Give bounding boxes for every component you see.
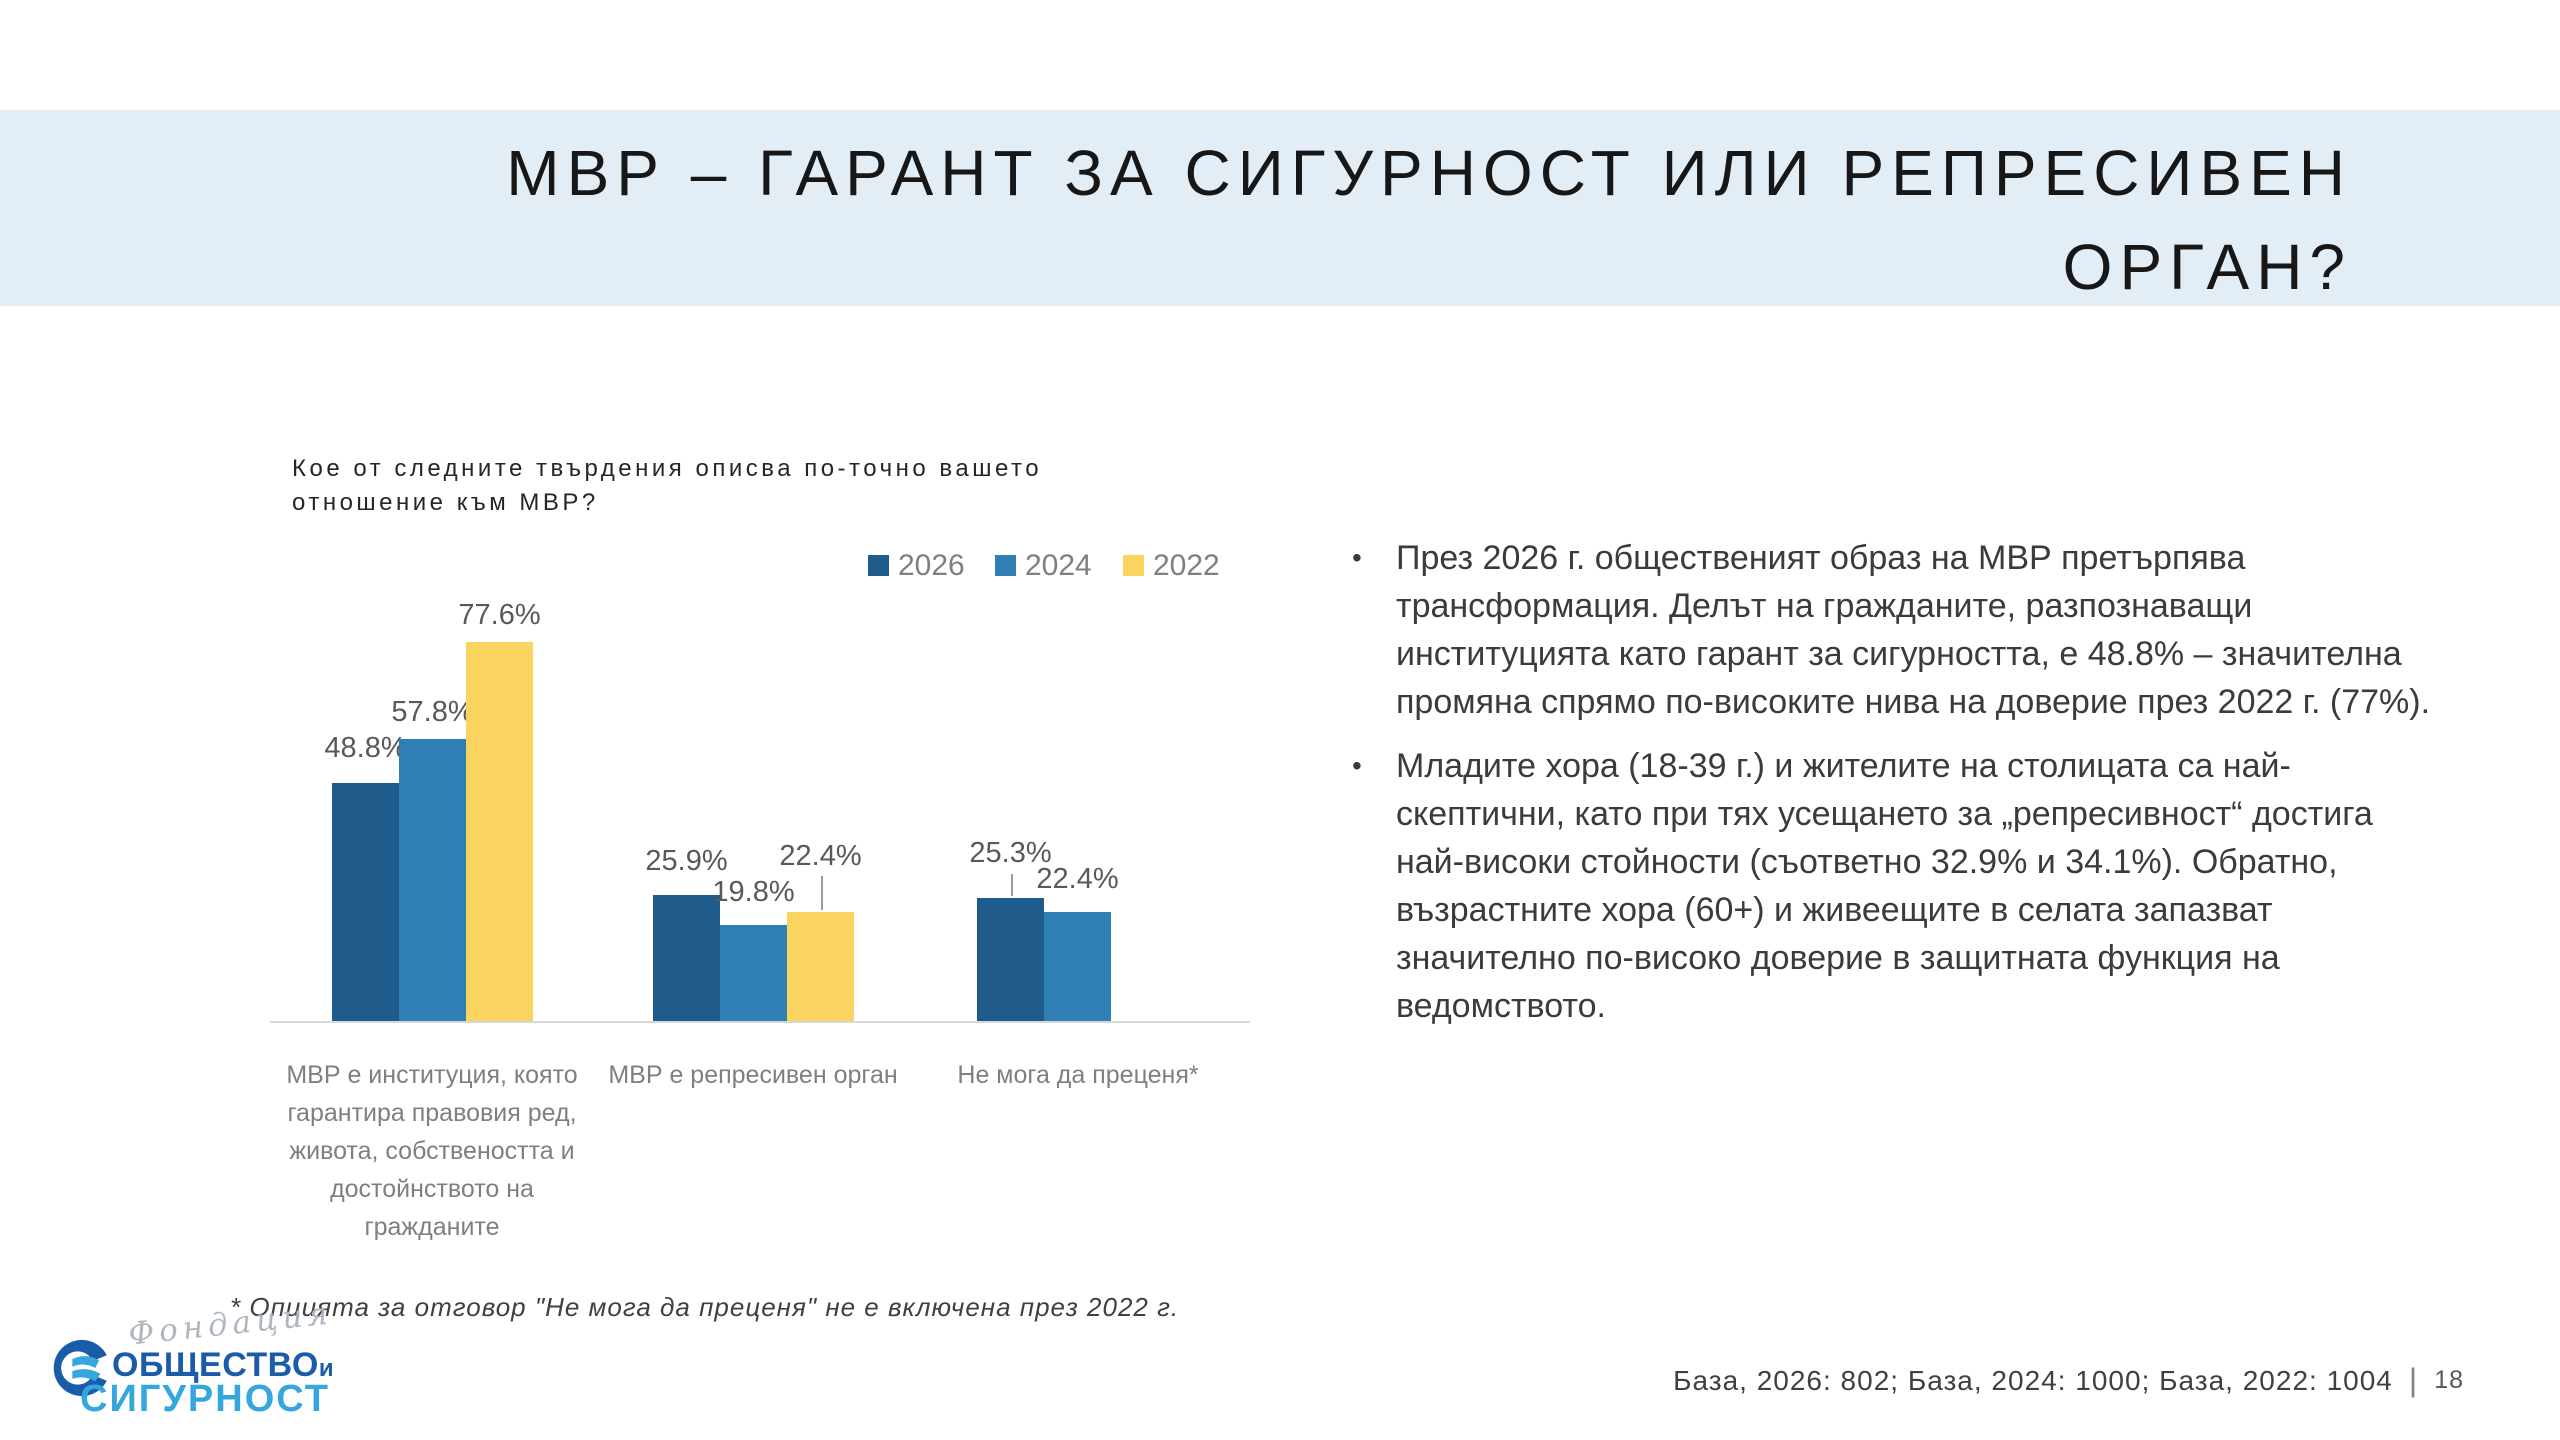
bullet-icon: • bbox=[1352, 542, 1362, 573]
legend-item-2026: 2026 bbox=[868, 551, 965, 581]
logo-line1: ОБЩЕСТВОи bbox=[112, 1346, 334, 1385]
legend-label: 2022 bbox=[1153, 549, 1220, 582]
bullet-item-1: • През 2026 г. общественият образ на МВР… bbox=[1352, 534, 2442, 726]
legend-label: 2024 bbox=[1025, 549, 1092, 582]
bar-value-label: 77.6% bbox=[458, 599, 541, 631]
bar-value-label: 48.8% bbox=[324, 732, 407, 764]
legend-swatch-icon bbox=[868, 555, 889, 576]
legend-item-2024: 2024 bbox=[995, 551, 1092, 581]
category-label-1: МВР е институция, която гарантира правов… bbox=[286, 1061, 578, 1241]
logo-line1-text: ОБЩЕСТВО bbox=[112, 1346, 319, 1384]
bar-value-label: 25.3% bbox=[969, 837, 1052, 869]
category-label-2: МВР е репресивен орган bbox=[608, 1061, 898, 1089]
logo-script-text: Фондация bbox=[126, 1295, 335, 1353]
bar-2024-group1 bbox=[399, 739, 466, 1022]
slide-title-line2: ОРГАН? bbox=[2062, 231, 2352, 303]
bar-value-label: 22.4% bbox=[779, 840, 862, 872]
slide-title: МВР – ГАРАНТ ЗА СИГУРНОСТ ИЛИ РЕПРЕСИВЕН… bbox=[506, 126, 2352, 314]
logo-icon bbox=[53, 1339, 107, 1397]
org-logo: Фондация ОБЩЕСТВОи СИГУРНОСТ bbox=[30, 1295, 350, 1430]
legend-swatch-icon bbox=[995, 555, 1016, 576]
page-number: 18 bbox=[2434, 1366, 2464, 1394]
footnote: * Опцията за отговор "Не мога да преценя… bbox=[230, 1292, 1180, 1322]
bar-2022-group1 bbox=[466, 642, 533, 1022]
label-leader-line bbox=[820, 876, 823, 910]
label-leader-line bbox=[1010, 874, 1013, 896]
slide-title-line1: МВР – ГАРАНТ ЗА СИГУРНОСТ ИЛИ РЕПРЕСИВЕН bbox=[506, 137, 2352, 209]
bar-2024-group3 bbox=[1044, 912, 1111, 1022]
bar-2024-group2 bbox=[720, 925, 787, 1022]
bar-value-label: 22.4% bbox=[1036, 863, 1119, 895]
legend-label: 2026 bbox=[898, 549, 965, 582]
bar-2026-group2 bbox=[653, 895, 720, 1022]
footer-divider: | bbox=[2408, 1362, 2419, 1398]
bar-2026-group3 bbox=[977, 898, 1044, 1022]
bar-value-label: 19.8% bbox=[712, 876, 795, 908]
bullet-text-2: Младите хора (18-39 г.) и жителите на ст… bbox=[1396, 747, 2373, 1025]
bar-value-label: 25.9% bbox=[645, 845, 728, 877]
logo-line1-suffix: и bbox=[318, 1355, 335, 1382]
chart-question: Кое от следните твърдения описва по-точн… bbox=[292, 455, 1043, 516]
bar-value-label: 57.8% bbox=[391, 696, 474, 728]
legend-swatch-icon bbox=[1123, 555, 1144, 576]
x-axis-line bbox=[270, 1021, 1250, 1023]
slide-footer: База, 2026: 802; База, 2024: 1000; База,… bbox=[1673, 1362, 2464, 1399]
bar-2026-group1 bbox=[332, 783, 399, 1022]
logo-line2: СИГУРНОСТ bbox=[80, 1378, 330, 1420]
title-banner: МВР – ГАРАНТ ЗА СИГУРНОСТ ИЛИ РЕПРЕСИВЕН… bbox=[0, 110, 2560, 306]
bullet-item-2: • Младите хора (18-39 г.) и жителите на … bbox=[1352, 742, 2442, 1030]
bullet-icon: • bbox=[1352, 750, 1362, 781]
legend-item-2022: 2022 bbox=[1123, 551, 1220, 581]
category-label-3: Не мога да преценя* bbox=[957, 1061, 1199, 1089]
bullet-text-1: През 2026 г. общественият образ на МВР п… bbox=[1396, 539, 2431, 721]
insights-list: • През 2026 г. общественият образ на МВР… bbox=[1352, 534, 2442, 1046]
bar-2022-group2 bbox=[787, 912, 854, 1022]
base-note: База, 2026: 802; База, 2024: 1000; База,… bbox=[1673, 1364, 2393, 1396]
